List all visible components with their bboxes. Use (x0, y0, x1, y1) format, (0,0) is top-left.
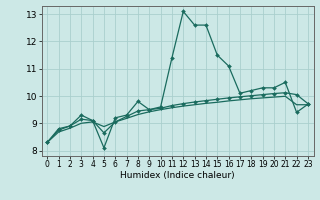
X-axis label: Humidex (Indice chaleur): Humidex (Indice chaleur) (120, 171, 235, 180)
